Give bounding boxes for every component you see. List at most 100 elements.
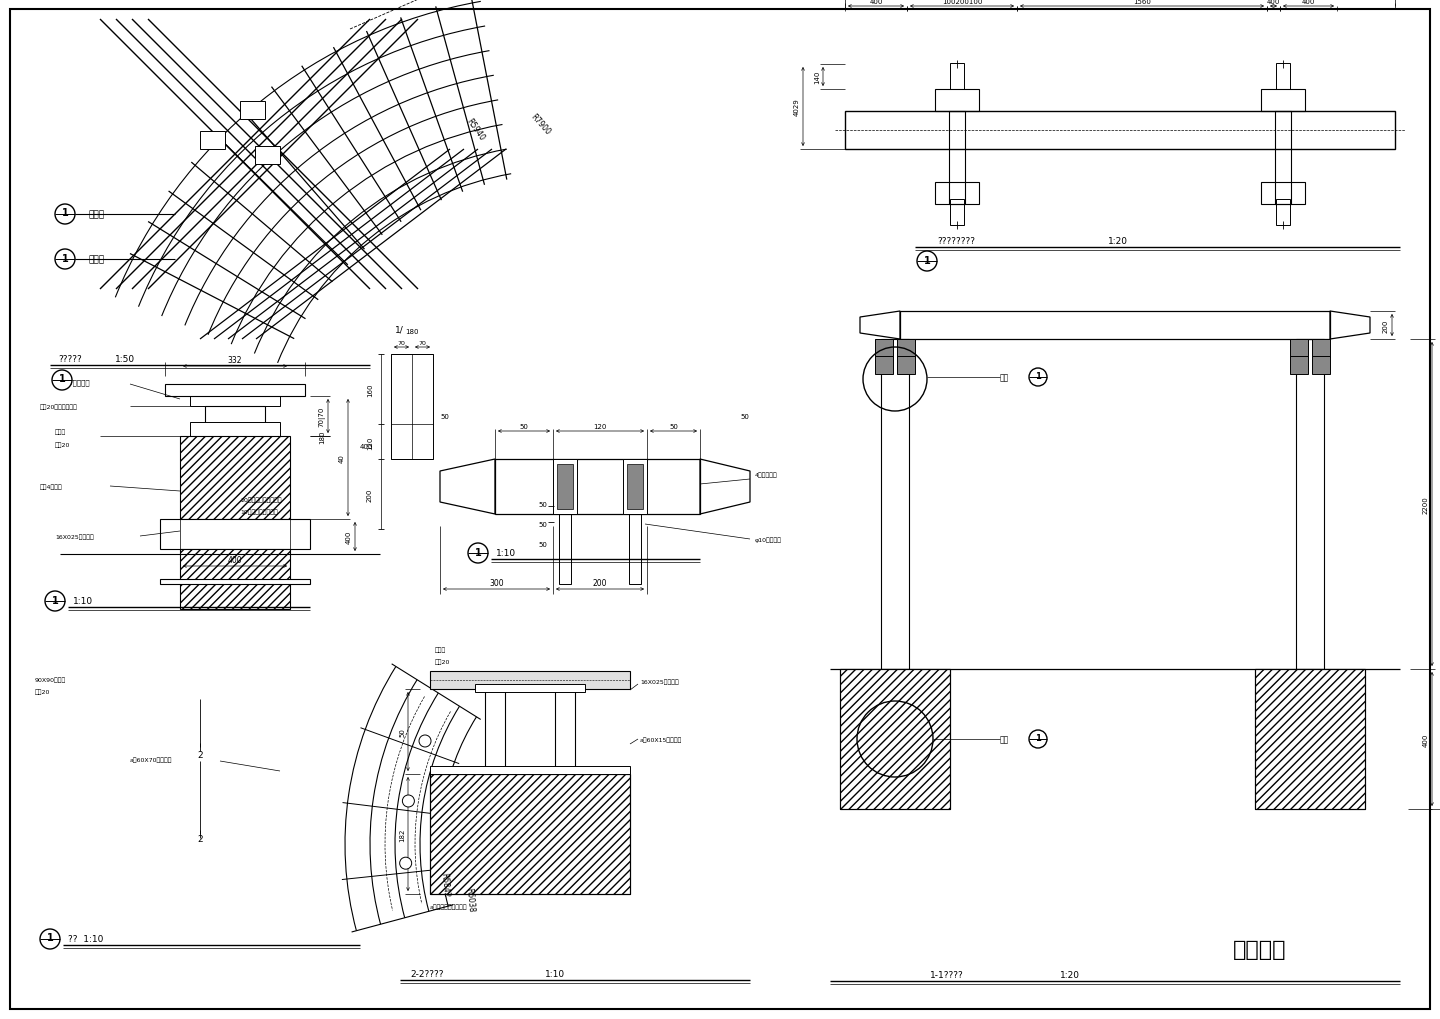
- Text: 景架详图: 景架详图: [1233, 940, 1287, 959]
- Bar: [200, 131, 225, 150]
- Text: 木架条: 木架条: [88, 210, 104, 219]
- Polygon shape: [441, 460, 495, 515]
- Bar: [1274, 112, 1292, 205]
- Text: 50: 50: [740, 414, 749, 420]
- Circle shape: [45, 591, 65, 611]
- Text: φ10螺栓固定: φ10螺栓固定: [60, 379, 91, 386]
- Bar: [240, 102, 265, 120]
- Text: 1: 1: [62, 208, 68, 218]
- Bar: [626, 465, 644, 510]
- Text: 4029: 4029: [793, 99, 801, 116]
- Bar: [166, 384, 305, 396]
- Circle shape: [468, 543, 488, 564]
- Bar: [1256, 669, 1365, 809]
- Text: 400: 400: [1267, 0, 1280, 5]
- Bar: [624, 460, 647, 515]
- Bar: [553, 460, 577, 515]
- Circle shape: [55, 205, 75, 225]
- Text: a型60X15钢管立柱: a型60X15钢管立柱: [639, 737, 683, 742]
- Bar: [190, 396, 279, 407]
- Bar: [1312, 339, 1331, 358]
- Circle shape: [402, 795, 415, 807]
- Bar: [559, 515, 572, 585]
- Text: 1: 1: [59, 374, 65, 384]
- Bar: [629, 515, 641, 585]
- Bar: [1261, 90, 1305, 112]
- Text: 20厚复合仿木混砂浆贴: 20厚复合仿木混砂浆贴: [240, 496, 282, 502]
- Text: 2: 2: [197, 750, 203, 759]
- Bar: [935, 182, 979, 205]
- Text: 1: 1: [1035, 372, 1041, 381]
- Text: 50: 50: [539, 541, 547, 547]
- Text: 间距20: 间距20: [35, 689, 50, 694]
- Text: 外包20厚聚氨脂木板: 外包20厚聚氨脂木板: [40, 404, 78, 410]
- Text: ??  1:10: ?? 1:10: [68, 934, 104, 944]
- Text: 300: 300: [490, 579, 504, 587]
- Text: 400: 400: [870, 0, 883, 5]
- Text: 祥见: 祥见: [999, 735, 1009, 744]
- Text: 1: 1: [475, 547, 481, 557]
- Text: 2200: 2200: [1423, 495, 1428, 514]
- Text: 祥见: 祥见: [999, 373, 1009, 382]
- Text: R7900: R7900: [528, 113, 552, 138]
- Bar: [1261, 182, 1305, 205]
- Bar: [1276, 200, 1290, 226]
- Text: 2: 2: [197, 835, 203, 844]
- Circle shape: [419, 736, 431, 747]
- Text: 400: 400: [1302, 0, 1315, 5]
- Bar: [431, 774, 631, 894]
- Text: 120: 120: [367, 436, 373, 449]
- Polygon shape: [1331, 312, 1369, 339]
- Text: R6038: R6038: [465, 887, 475, 912]
- Bar: [554, 689, 575, 774]
- Text: R5842: R5842: [439, 871, 451, 897]
- Text: 1: 1: [923, 255, 930, 265]
- Text: 70|70: 70|70: [318, 407, 325, 427]
- Text: 10厚灰色麻面花岗岩: 10厚灰色麻面花岗岩: [240, 508, 278, 515]
- Text: 1:10: 1:10: [73, 597, 94, 606]
- Bar: [475, 685, 585, 692]
- Bar: [881, 339, 909, 669]
- Text: 50: 50: [520, 424, 528, 430]
- Text: ????????: ????????: [937, 237, 975, 247]
- Text: 50: 50: [539, 522, 547, 528]
- Text: 50: 50: [670, 424, 678, 430]
- Text: 1:20: 1:20: [1060, 970, 1080, 979]
- Circle shape: [52, 371, 72, 390]
- Text: 180: 180: [405, 329, 419, 334]
- Text: 1:20: 1:20: [1107, 237, 1128, 247]
- Bar: [431, 766, 631, 774]
- Bar: [431, 672, 631, 689]
- Bar: [897, 339, 914, 358]
- Text: 刨光20: 刨光20: [435, 658, 451, 664]
- Text: 1560: 1560: [1133, 0, 1151, 5]
- Text: ?????: ?????: [58, 356, 82, 364]
- Text: 160: 160: [367, 383, 373, 396]
- Bar: [204, 407, 265, 436]
- Text: 120: 120: [593, 424, 606, 430]
- Text: 140: 140: [814, 70, 819, 85]
- Text: 180: 180: [320, 430, 325, 443]
- Text: 1: 1: [52, 595, 59, 605]
- Text: 要木板: 要木板: [55, 429, 66, 434]
- Bar: [840, 669, 950, 809]
- Bar: [1276, 64, 1290, 90]
- Text: 1: 1: [62, 254, 68, 263]
- Bar: [431, 774, 631, 894]
- Text: a型60X70钢管立柱: a型60X70钢管立柱: [130, 756, 173, 762]
- Bar: [180, 549, 289, 609]
- Text: 182: 182: [399, 827, 405, 841]
- Text: 4厚冷板钢带: 4厚冷板钢带: [755, 472, 778, 477]
- Text: 90X90藤木条: 90X90藤木条: [35, 677, 66, 682]
- Text: 332: 332: [228, 356, 242, 365]
- Text: 1: 1: [1035, 734, 1041, 742]
- Text: 400: 400: [346, 530, 351, 544]
- Text: 1:50: 1:50: [115, 356, 135, 364]
- Text: 70: 70: [419, 340, 426, 345]
- Bar: [950, 200, 963, 226]
- Text: 50: 50: [539, 501, 547, 507]
- Text: 刨光20: 刨光20: [55, 442, 71, 447]
- Circle shape: [400, 857, 412, 869]
- Bar: [190, 423, 279, 436]
- Bar: [485, 689, 505, 774]
